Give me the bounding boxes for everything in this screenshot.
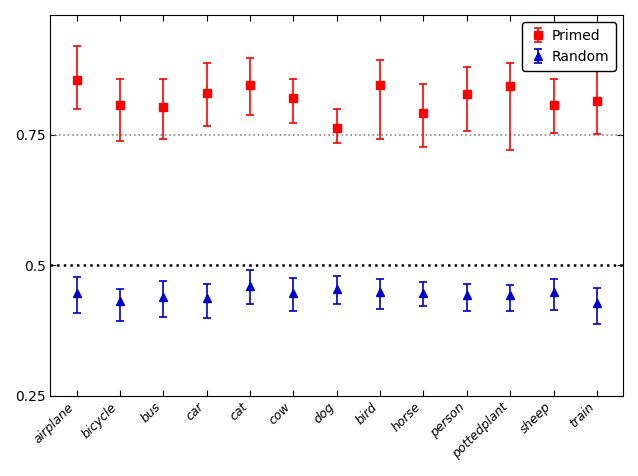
Legend: Primed, Random: Primed, Random	[523, 22, 616, 71]
